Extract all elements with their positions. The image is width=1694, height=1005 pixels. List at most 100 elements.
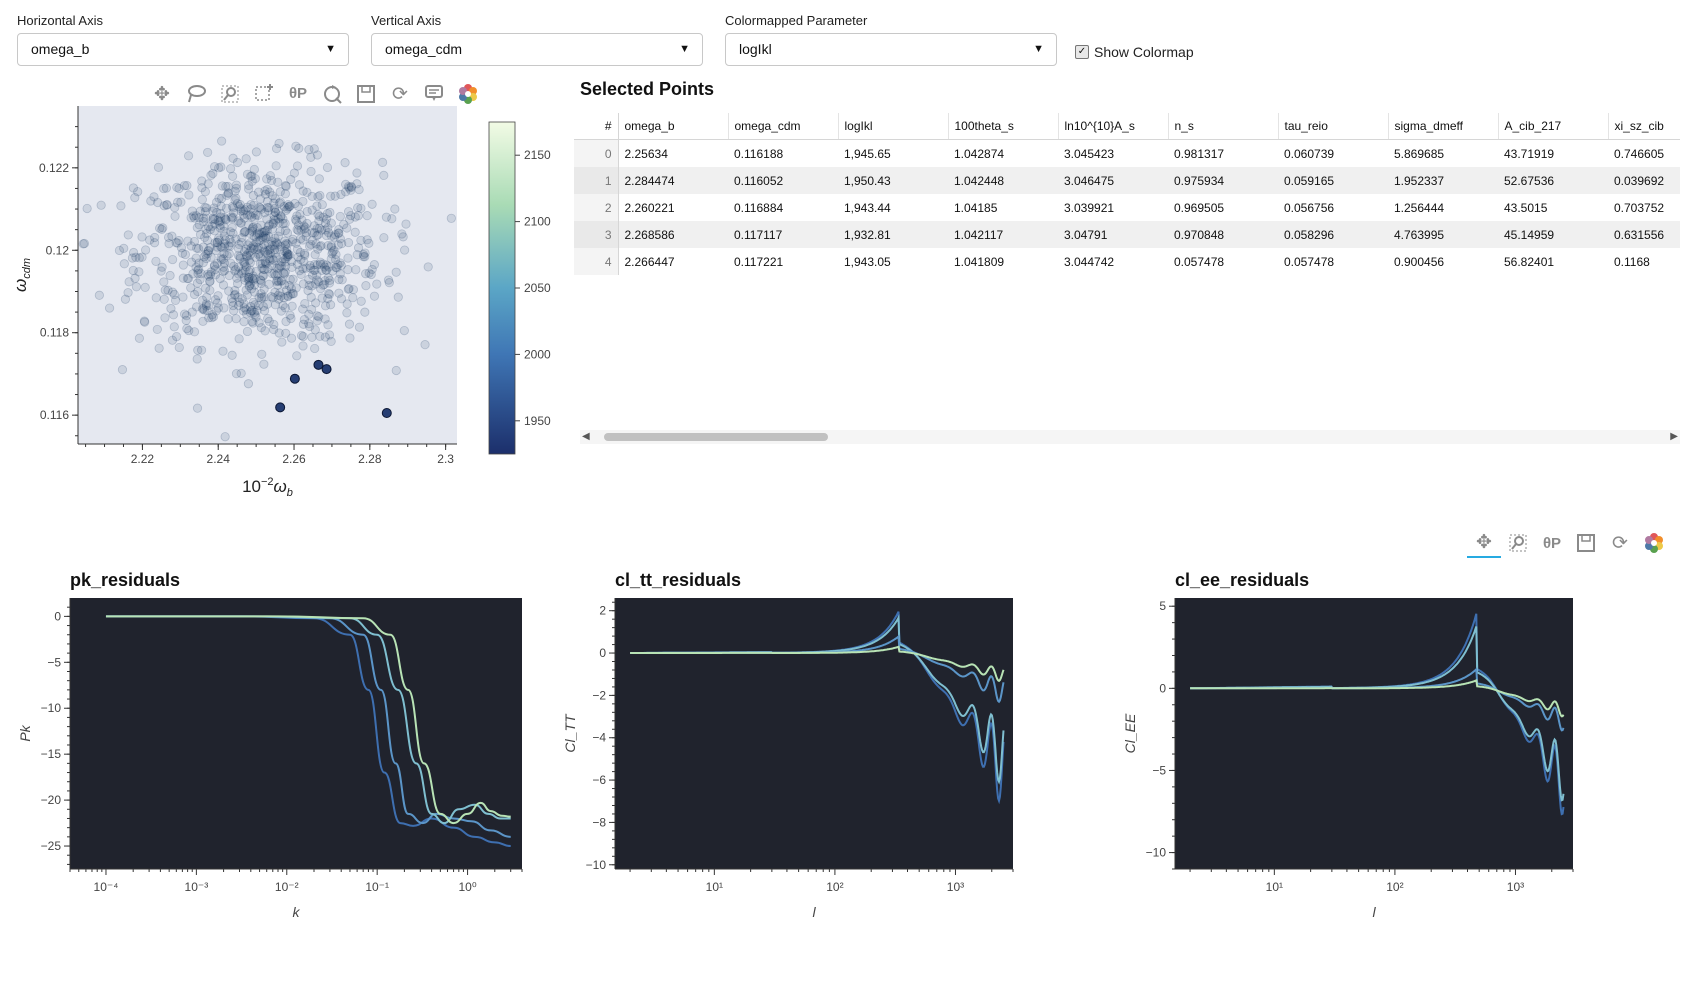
refresh-icon[interactable]: ⟳ — [392, 83, 408, 105]
colormapped-parameter-select[interactable]: logIkl ▼ — [725, 33, 1057, 66]
table-cell[interactable]: 3.039921 — [1064, 200, 1115, 215]
table-cell[interactable]: 1,932.81 — [838, 221, 948, 248]
table-cell[interactable]: 52.67536 — [1498, 167, 1608, 194]
bokeh-logo-icon[interactable] — [1637, 528, 1671, 558]
scroll-thumb[interactable] — [604, 433, 828, 441]
table-cell[interactable]: 1,945.65 — [844, 146, 891, 161]
pan-icon[interactable]: ✥ — [154, 83, 170, 105]
table-cell[interactable]: 1,943.44 — [844, 200, 891, 215]
table-cell[interactable]: 0.057478 — [1284, 254, 1335, 269]
table-cell[interactable]: 0.746605 — [1614, 146, 1665, 161]
table-cell[interactable]: 4 — [574, 248, 619, 275]
table-cell[interactable]: 0.117117 — [728, 221, 838, 248]
table-cell[interactable]: 0.631556 — [1608, 221, 1680, 248]
table-row[interactable]: 4 2.266447 0.117221 1,943.05 1.041809 3.04474… — [574, 248, 1680, 275]
table-cell[interactable]: 43.5015 — [1504, 200, 1548, 215]
column-header-omega_cdm[interactable]: omega_cdm — [728, 113, 839, 140]
table-cell[interactable]: 0.039692 — [1608, 167, 1680, 194]
scroll-right-icon[interactable]: ▶ — [1670, 431, 1678, 442]
refresh-icon[interactable]: ⟳ — [1612, 532, 1628, 554]
table-cell[interactable]: 3.045423 — [1064, 146, 1115, 161]
table-cell[interactable]: 4.763995 — [1388, 221, 1498, 248]
column-header-ln10^{10}A_s[interactable]: ln10^{10}A_s — [1058, 113, 1169, 140]
scatter-point — [256, 278, 266, 289]
table-cell[interactable]: 0.057478 — [1174, 254, 1225, 269]
scatter-plot[interactable]: 2.22 2.24 2.26 2.28 2.3 0.116 0.118 0.12 0.122 10… — [0, 100, 570, 550]
table-cell[interactable]: 0.975934 — [1168, 167, 1278, 194]
show-colormap-toggle[interactable]: ✓ Show Colormap — [1075, 44, 1194, 60]
table-row[interactable]: 2 2.260221 0.116884 1,943.44 1.04185 3.039921… — [574, 194, 1680, 221]
wheel-zoom-icon[interactable]: θP — [1542, 534, 1562, 552]
selected-points-table[interactable]: # omega_b omega_cdm logIkl 100theta_s ln10^{1… — [574, 113, 1680, 423]
scatter-point — [192, 243, 202, 253]
table-cell[interactable]: 2 — [574, 194, 619, 221]
table-cell[interactable]: 0.059165 — [1278, 167, 1388, 194]
table-cell[interactable]: 1.952337 — [1388, 167, 1498, 194]
cl-tt-residuals-plot[interactable]: cl_tt_residuals 2 0 −2 −4 −6 −8 −10 10¹ 10² 10³ l Cl… — [560, 565, 1120, 1005]
table-cell[interactable]: 2.260221 — [624, 200, 675, 215]
pk-residuals-plot[interactable]: pk_residuals 0 −5 −10 −15 −20 −25 10⁻⁴ 10⁻³ 10⁻² 1… — [0, 565, 560, 1005]
table-cell[interactable]: 1.256444 — [1394, 200, 1445, 215]
table-cell[interactable]: 3 — [574, 221, 619, 248]
horizontal-axis-select[interactable]: omega_b ▼ — [17, 33, 349, 66]
table-cell[interactable]: 1,943.05 — [844, 254, 891, 269]
table-cell[interactable]: 1.042448 — [948, 167, 1058, 194]
table-row[interactable]: 1 2.284474 0.116052 1,950.43 1.042448 3.04647… — [574, 167, 1680, 194]
save-icon[interactable] — [349, 79, 383, 109]
table-cell[interactable]: 0.117221 — [734, 254, 784, 269]
table-cell[interactable]: 2.284474 — [618, 167, 728, 194]
column-header-sigma_dmeff[interactable]: sigma_dmeff — [1388, 113, 1499, 140]
column-header-A_cib_217[interactable]: A_cib_217 — [1498, 113, 1609, 140]
table-cell[interactable]: 0.116188 — [734, 146, 784, 161]
bokeh-logo-icon[interactable] — [451, 79, 485, 109]
table-cell[interactable]: 43.71919 — [1504, 146, 1555, 161]
column-header-logIkl[interactable]: logIkl — [838, 113, 949, 140]
column-header-#[interactable]: # — [574, 113, 619, 140]
lasso-icon[interactable] — [179, 79, 213, 109]
table-row[interactable]: 3 2.268586 0.117117 1,932.81 1.042117 3.04791… — [574, 221, 1680, 248]
table-cell[interactable]: 0.058296 — [1278, 221, 1388, 248]
table-cell[interactable]: 0.116884 — [734, 200, 784, 215]
pan-icon[interactable]: ✥ — [1467, 528, 1501, 558]
table-cell[interactable]: 0.056756 — [1284, 200, 1335, 215]
table-cell[interactable]: 0.981317 — [1174, 146, 1225, 161]
scatter-point — [332, 263, 342, 273]
table-cell[interactable]: 1.04185 — [954, 200, 998, 215]
table-cell[interactable]: 45.14959 — [1498, 221, 1608, 248]
table-cell[interactable]: 5.869685 — [1394, 146, 1445, 161]
column-header-n_s[interactable]: n_s — [1168, 113, 1279, 140]
table-cell[interactable]: 56.82401 — [1504, 254, 1555, 269]
box-zoom-icon[interactable] — [1501, 528, 1535, 558]
table-cell[interactable]: 0.703752 — [1614, 200, 1665, 215]
table-cell[interactable]: 3.044742 — [1064, 254, 1115, 269]
column-header-100theta_s[interactable]: 100theta_s — [948, 113, 1059, 140]
table-cell[interactable]: 0.900456 — [1394, 254, 1445, 269]
table-cell[interactable]: 1.042117 — [948, 221, 1058, 248]
table-cell[interactable]: 1,950.43 — [838, 167, 948, 194]
table-cell[interactable]: 2.25634 — [624, 146, 668, 161]
show-colormap-checkbox[interactable]: ✓ — [1075, 45, 1089, 59]
table-cell[interactable]: 3.046475 — [1058, 167, 1168, 194]
vertical-axis-select[interactable]: omega_cdm ▼ — [371, 33, 703, 66]
column-header-xi_sz_cib[interactable]: xi_sz_cib — [1608, 113, 1680, 140]
column-header-tau_reio[interactable]: tau_reio — [1278, 113, 1389, 140]
column-header-omega_b[interactable]: omega_b — [618, 113, 729, 140]
table-cell[interactable]: 0.970848 — [1168, 221, 1278, 248]
table-cell[interactable]: 1 — [574, 167, 619, 194]
cl-ee-residuals-plot[interactable]: cl_ee_residuals 5 0 −5 −10 10¹ 10² 10³ l Cl_EE — [1120, 565, 1694, 1005]
table-cell[interactable]: 0.1168 — [1614, 254, 1650, 269]
scroll-left-icon[interactable]: ◀ — [582, 431, 590, 442]
table-cell[interactable]: 1.041809 — [954, 254, 1005, 269]
table-cell[interactable]: 0.060739 — [1284, 146, 1335, 161]
table-horizontal-scrollbar[interactable]: ◀ ▶ — [580, 430, 1680, 444]
table-cell[interactable]: 1.042874 — [954, 146, 1005, 161]
table-cell[interactable]: 0 — [574, 139, 619, 167]
table-cell[interactable]: 3.04791 — [1058, 221, 1168, 248]
table-row[interactable]: 0 2.25634 0.116188 1,945.65 1.042874 3.045423… — [574, 139, 1680, 167]
table-cell[interactable]: 0.116052 — [728, 167, 838, 194]
save-icon[interactable] — [1569, 528, 1603, 558]
table-cell[interactable]: 2.266447 — [624, 254, 675, 269]
table-cell[interactable]: 0.969505 — [1174, 200, 1225, 215]
box-zoom-icon[interactable] — [213, 79, 247, 109]
table-cell[interactable]: 2.268586 — [618, 221, 728, 248]
